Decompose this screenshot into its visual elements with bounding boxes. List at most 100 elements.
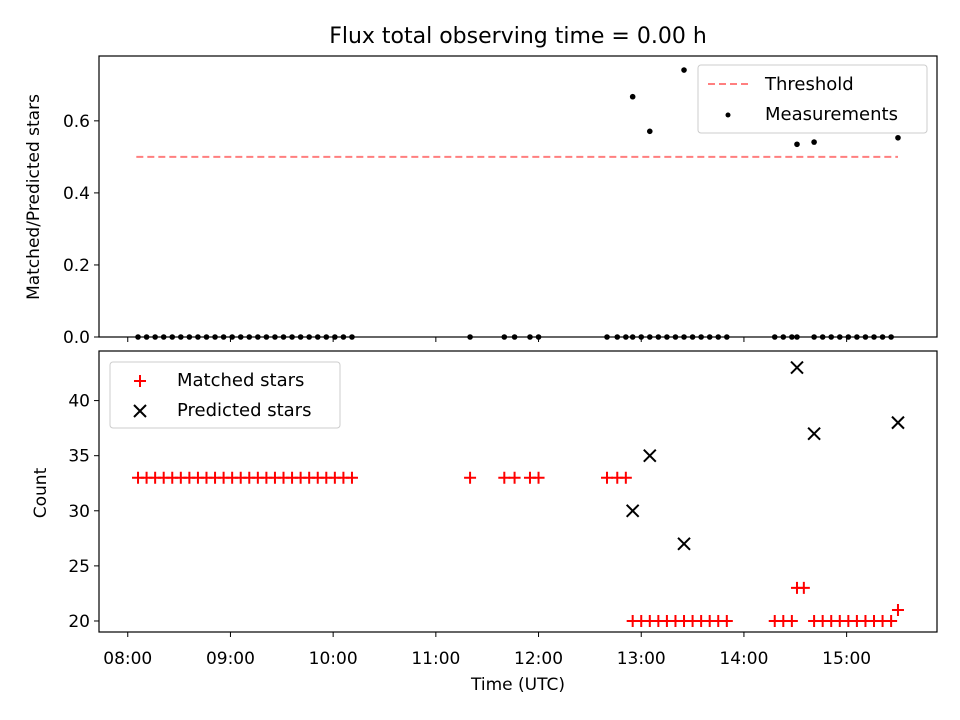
y-tick-label: 0.4 xyxy=(63,184,90,204)
measurement-point xyxy=(349,334,355,340)
y-tick-label: 0.0 xyxy=(63,328,90,348)
measurement-point xyxy=(638,334,645,340)
top-legend: Threshold Measurements xyxy=(697,64,928,134)
predicted-star-marker xyxy=(643,448,657,463)
measurement-point xyxy=(811,139,817,145)
measurement-point xyxy=(297,334,304,340)
measurement-point xyxy=(332,334,338,340)
measurement-point xyxy=(811,334,817,340)
measurement-point xyxy=(789,334,795,340)
measurement-point xyxy=(160,334,167,340)
measurement-point xyxy=(212,334,218,340)
measurement-point xyxy=(724,334,730,340)
measurement-point xyxy=(646,334,653,340)
x-tick-label: 10:00 xyxy=(309,649,358,669)
predicted-star-marker xyxy=(891,415,905,430)
measurement-point xyxy=(340,334,347,340)
measurement-point xyxy=(229,334,235,340)
measurement-point xyxy=(828,334,835,340)
axes-frame xyxy=(98,55,938,338)
measurement-point xyxy=(323,334,330,340)
y-tick-label: 20 xyxy=(68,612,90,632)
chart-title: Flux total observing time = 0.00 h xyxy=(329,24,707,49)
matched-star-marker xyxy=(797,581,810,594)
matched-star-marker xyxy=(508,471,521,484)
x-tick-label: 13:00 xyxy=(617,649,666,669)
y-tick-label: 0.6 xyxy=(63,112,90,132)
measurement-point xyxy=(143,334,150,340)
measurement-point xyxy=(237,334,244,340)
measurement-point xyxy=(195,334,201,340)
matched-star-marker xyxy=(891,603,904,616)
measurement-point xyxy=(272,334,278,340)
measurement-point xyxy=(289,334,295,340)
measurement-point xyxy=(203,334,210,340)
ratio-axes: 0.0 0.2 0.4 0.6 xyxy=(63,55,938,348)
measurement-point xyxy=(535,334,542,340)
matched-star-marker xyxy=(464,471,477,484)
threshold-legend-label: Threshold xyxy=(764,74,854,95)
measurement-point xyxy=(780,334,787,340)
measurement-point xyxy=(314,334,321,340)
measurement-point xyxy=(771,334,778,340)
measurement-point xyxy=(220,334,227,340)
matched-stars-series xyxy=(132,471,904,627)
measurement-point xyxy=(646,128,653,135)
measurements-legend-label: Measurements xyxy=(765,104,898,125)
measurement-point xyxy=(604,334,610,340)
measurement-point xyxy=(698,334,704,340)
x-tick-label: 15:00 xyxy=(822,649,871,669)
measurement-point xyxy=(614,334,621,340)
measurement-point xyxy=(854,334,860,340)
measurement-point xyxy=(845,334,852,340)
axes-frame xyxy=(98,350,938,633)
count-axes: 20 25 30 35 40 08:00 09:00 10:00 11:00 12:00 13:00… xyxy=(68,350,938,669)
predicted-star-marker xyxy=(807,426,821,441)
bottom-y-axis-label: Count xyxy=(31,467,51,518)
matched-star-marker xyxy=(601,471,614,484)
top-legend-frame xyxy=(697,64,928,134)
measurement-point xyxy=(706,334,713,340)
y-tick-label: 25 xyxy=(68,557,90,577)
x-tick-label: 12:00 xyxy=(514,649,563,669)
x-tick-label: 14:00 xyxy=(719,649,768,669)
measurement-point xyxy=(306,334,312,340)
predicted-stars-series xyxy=(625,360,905,551)
measurement-point xyxy=(794,334,800,340)
matched-star-marker xyxy=(885,614,898,627)
matched-star-marker xyxy=(720,614,733,627)
measurement-point xyxy=(836,334,843,340)
matched-star-marker xyxy=(498,471,511,484)
matched-star-marker xyxy=(785,614,798,627)
measurement-point xyxy=(246,334,253,340)
measurement-point xyxy=(169,334,176,340)
measurement-point xyxy=(467,334,473,340)
measurement-point xyxy=(681,334,687,340)
measurement-point xyxy=(672,334,679,340)
matched-star-marker xyxy=(532,471,545,484)
measurement-point xyxy=(689,334,696,340)
bottom-legend: Matched stars Predicted stars xyxy=(109,361,341,429)
x-tick-label: 08:00 xyxy=(103,649,152,669)
predicted-star-marker xyxy=(625,504,640,518)
measurement-point xyxy=(629,93,636,100)
measurement-point xyxy=(280,334,287,340)
measurement-point xyxy=(879,334,886,340)
measurement-point xyxy=(623,334,629,340)
x-tick-label: 09:00 xyxy=(206,649,255,669)
predicted-star-marker xyxy=(790,360,804,375)
measurement-point xyxy=(263,334,270,340)
measurement-point xyxy=(255,334,261,340)
y-tick-label: 0.2 xyxy=(63,256,90,276)
matched-legend-swatch xyxy=(134,375,146,387)
measurement-point xyxy=(527,334,533,340)
measurement-point xyxy=(655,334,662,340)
y-tick-label: 35 xyxy=(68,447,90,467)
measurements-legend-swatch xyxy=(725,112,731,118)
predicted-legend-swatch xyxy=(133,404,147,418)
matched-star-marker xyxy=(345,471,358,484)
measurement-point xyxy=(888,334,894,340)
measurement-point xyxy=(152,334,158,340)
y-tick-label: 40 xyxy=(68,392,90,412)
